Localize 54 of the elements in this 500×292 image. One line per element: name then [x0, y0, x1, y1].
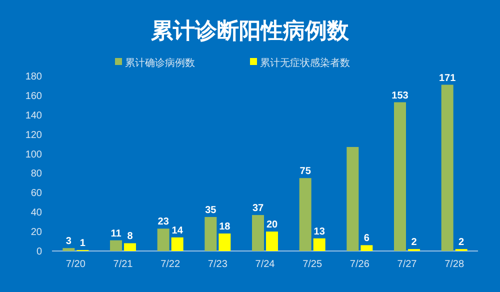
y-tick-label: 0 [36, 246, 42, 258]
x-tick-label: 7/25 [302, 259, 322, 270]
data-label: 20 [266, 220, 278, 231]
data-label: 18 [219, 222, 231, 232]
data-label: 8 [127, 231, 134, 242]
bar [204, 216, 217, 251]
y-tick-label: 20 [30, 227, 42, 238]
x-tick-label: 7/27 [397, 259, 418, 270]
data-label: 153 [392, 90, 409, 102]
y-tick-label: 160 [25, 90, 42, 102]
data-label: 75 [300, 166, 312, 178]
y-tick-label: 180 [25, 72, 42, 82]
bar [360, 245, 373, 251]
bar [62, 248, 75, 251]
data-label: 14 [172, 225, 184, 236]
bar [266, 232, 278, 251]
data-label: 35 [205, 204, 217, 216]
title: 累计诊断阳性病例数 [151, 18, 349, 43]
bar [171, 237, 184, 251]
y-tick-label: 80 [30, 168, 42, 180]
data-label: 2 [458, 237, 465, 248]
x-tick-label: 7/21 [113, 259, 134, 270]
data-label: 23 [158, 216, 170, 228]
x-tick-label: 7/22 [160, 259, 180, 270]
bar [124, 243, 136, 251]
bar [157, 228, 170, 251]
y-tick-label: 140 [25, 110, 42, 122]
data-label: 37 [252, 203, 264, 214]
bar [218, 234, 231, 251]
bar [441, 84, 454, 251]
y-tick-label: 100 [25, 149, 42, 160]
bar [313, 238, 326, 251]
x-tick-label: 7/28 [444, 259, 464, 270]
legend-label: 累计无症状感染者数 [260, 57, 350, 69]
x-tick-label: 7/24 [255, 259, 276, 270]
x-tick-label: 7/20 [66, 259, 86, 270]
data-label: 1 [80, 238, 86, 250]
data-label: 3 [66, 236, 72, 248]
bar [110, 240, 122, 251]
bar [394, 102, 406, 251]
data-label: 11 [110, 228, 122, 240]
data-label: 2 [411, 237, 418, 248]
legend-label: 累计确诊病例数 [125, 57, 195, 69]
bar [252, 215, 264, 251]
y-tick-label: 60 [30, 188, 42, 200]
data-label: 6 [364, 233, 370, 244]
bar [346, 146, 359, 251]
y-tick-label: 40 [30, 208, 42, 219]
x-tick-label: 7/23 [208, 259, 228, 270]
bar [299, 178, 312, 251]
data-label: 13 [314, 226, 326, 238]
y-tick-label: 120 [25, 130, 42, 141]
data-label: 171 [438, 72, 456, 84]
x-tick-label: 7/26 [350, 259, 370, 270]
